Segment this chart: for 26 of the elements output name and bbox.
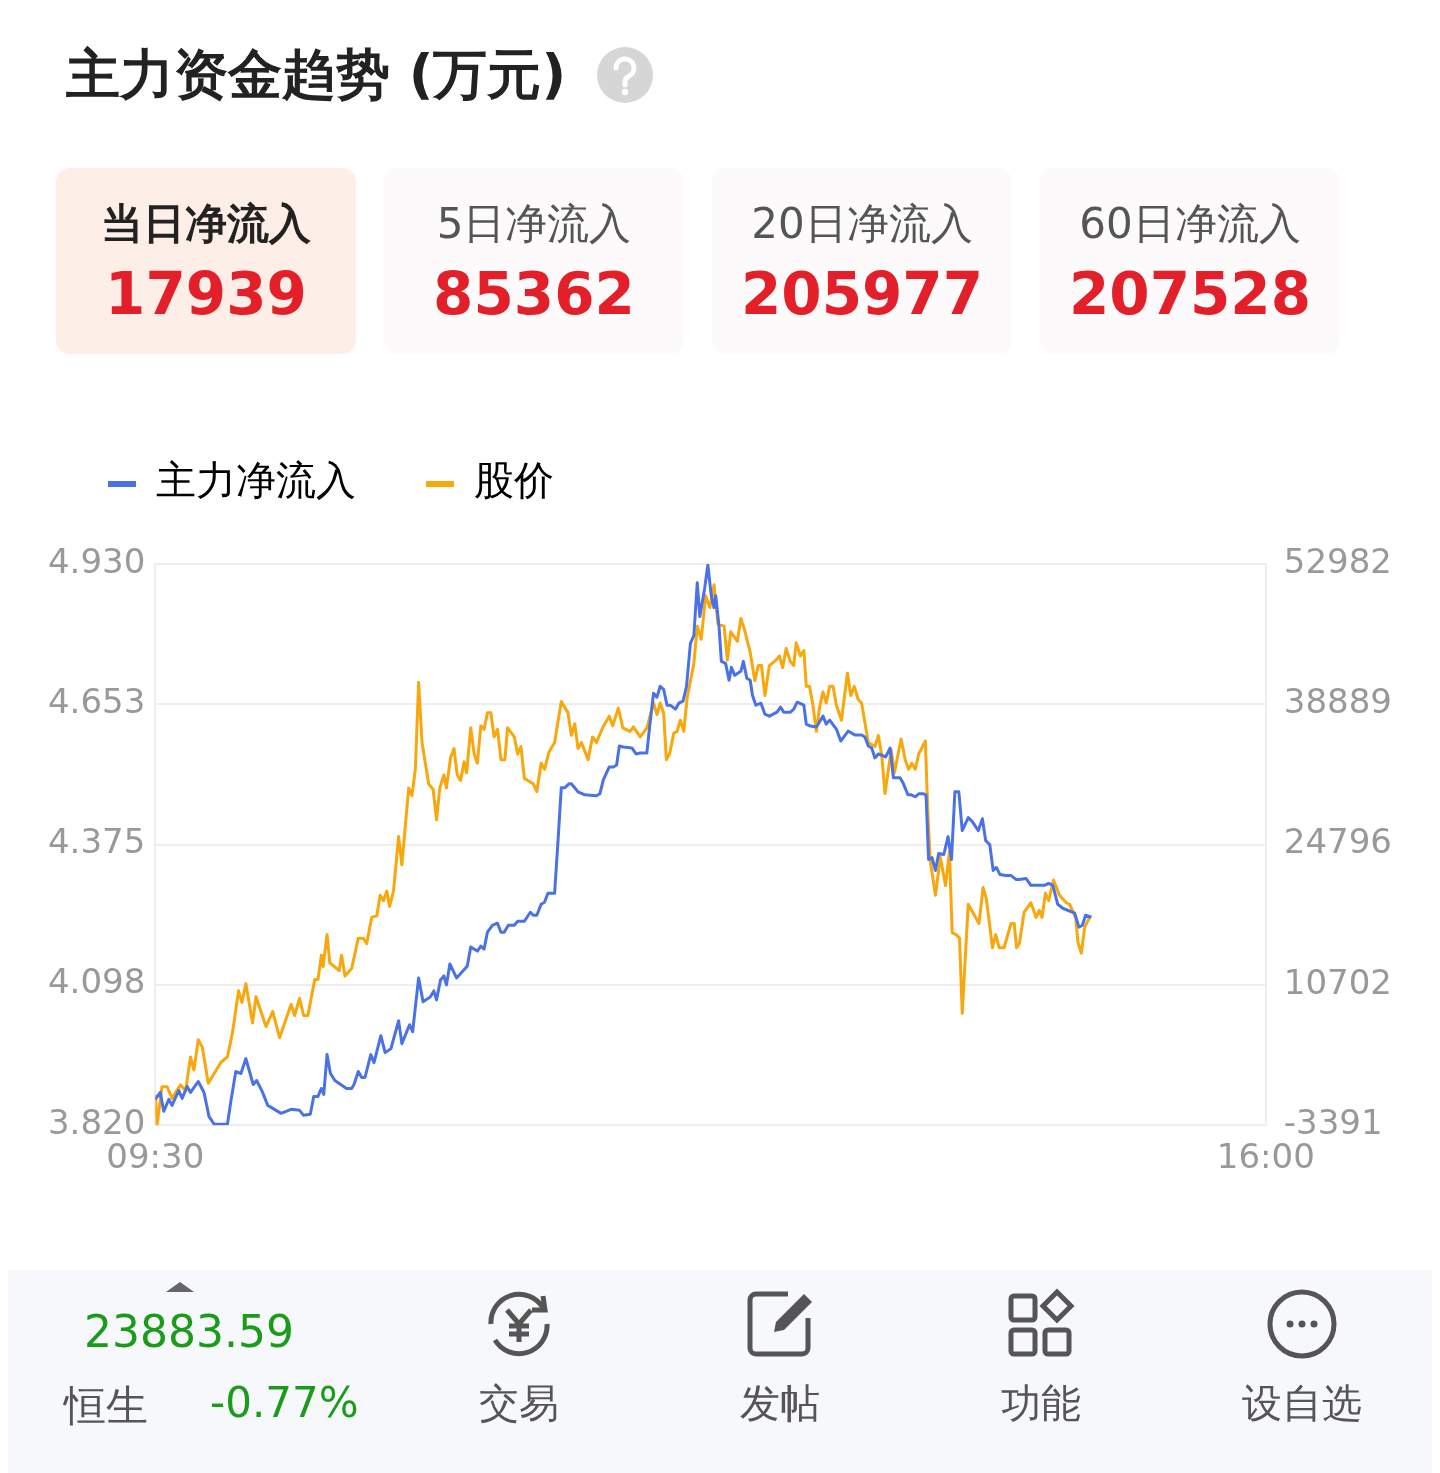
text: 23883.59 (84, 1306, 294, 1357)
text: 205977 (739, 260, 985, 328)
text: 恒生 (64, 1380, 148, 1432)
text: 17939 (104, 260, 308, 328)
legend-label: 主力净流入 (156, 457, 356, 504)
text: 5日净流入 (435, 198, 633, 250)
text: 60日净流入 (1078, 198, 1302, 250)
text: 85362 (432, 260, 636, 328)
chart-title: 主力资金趋势 (万元) (66, 41, 567, 108)
y2-tick-label: 10702 (1283, 961, 1393, 1002)
y2-tick-label: 24796 (1283, 821, 1393, 862)
text: 发帖 (738, 1379, 821, 1428)
text: 20日净流入 (750, 198, 974, 250)
y2-tick-label: 52982 (1283, 540, 1393, 581)
y2-tick-label: 38889 (1283, 681, 1393, 722)
text: 当日净流入 (100, 198, 312, 250)
text: 交易 (477, 1379, 560, 1428)
text: 设自选 (1240, 1379, 1363, 1428)
legend-label: 股价 (474, 457, 554, 504)
text: 功能 (999, 1379, 1082, 1428)
text: 207528 (1067, 260, 1313, 328)
y-tick-label: 4.375 (47, 821, 146, 862)
y-tick-label: 4.098 (47, 961, 146, 1002)
y-tick-label: 4.930 (47, 540, 146, 581)
y-tick-label: 4.653 (47, 680, 146, 721)
text: -0.77% (210, 1378, 359, 1427)
